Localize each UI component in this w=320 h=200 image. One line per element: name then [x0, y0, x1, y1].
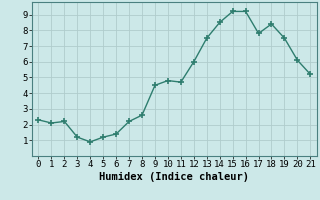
X-axis label: Humidex (Indice chaleur): Humidex (Indice chaleur) [100, 172, 249, 182]
